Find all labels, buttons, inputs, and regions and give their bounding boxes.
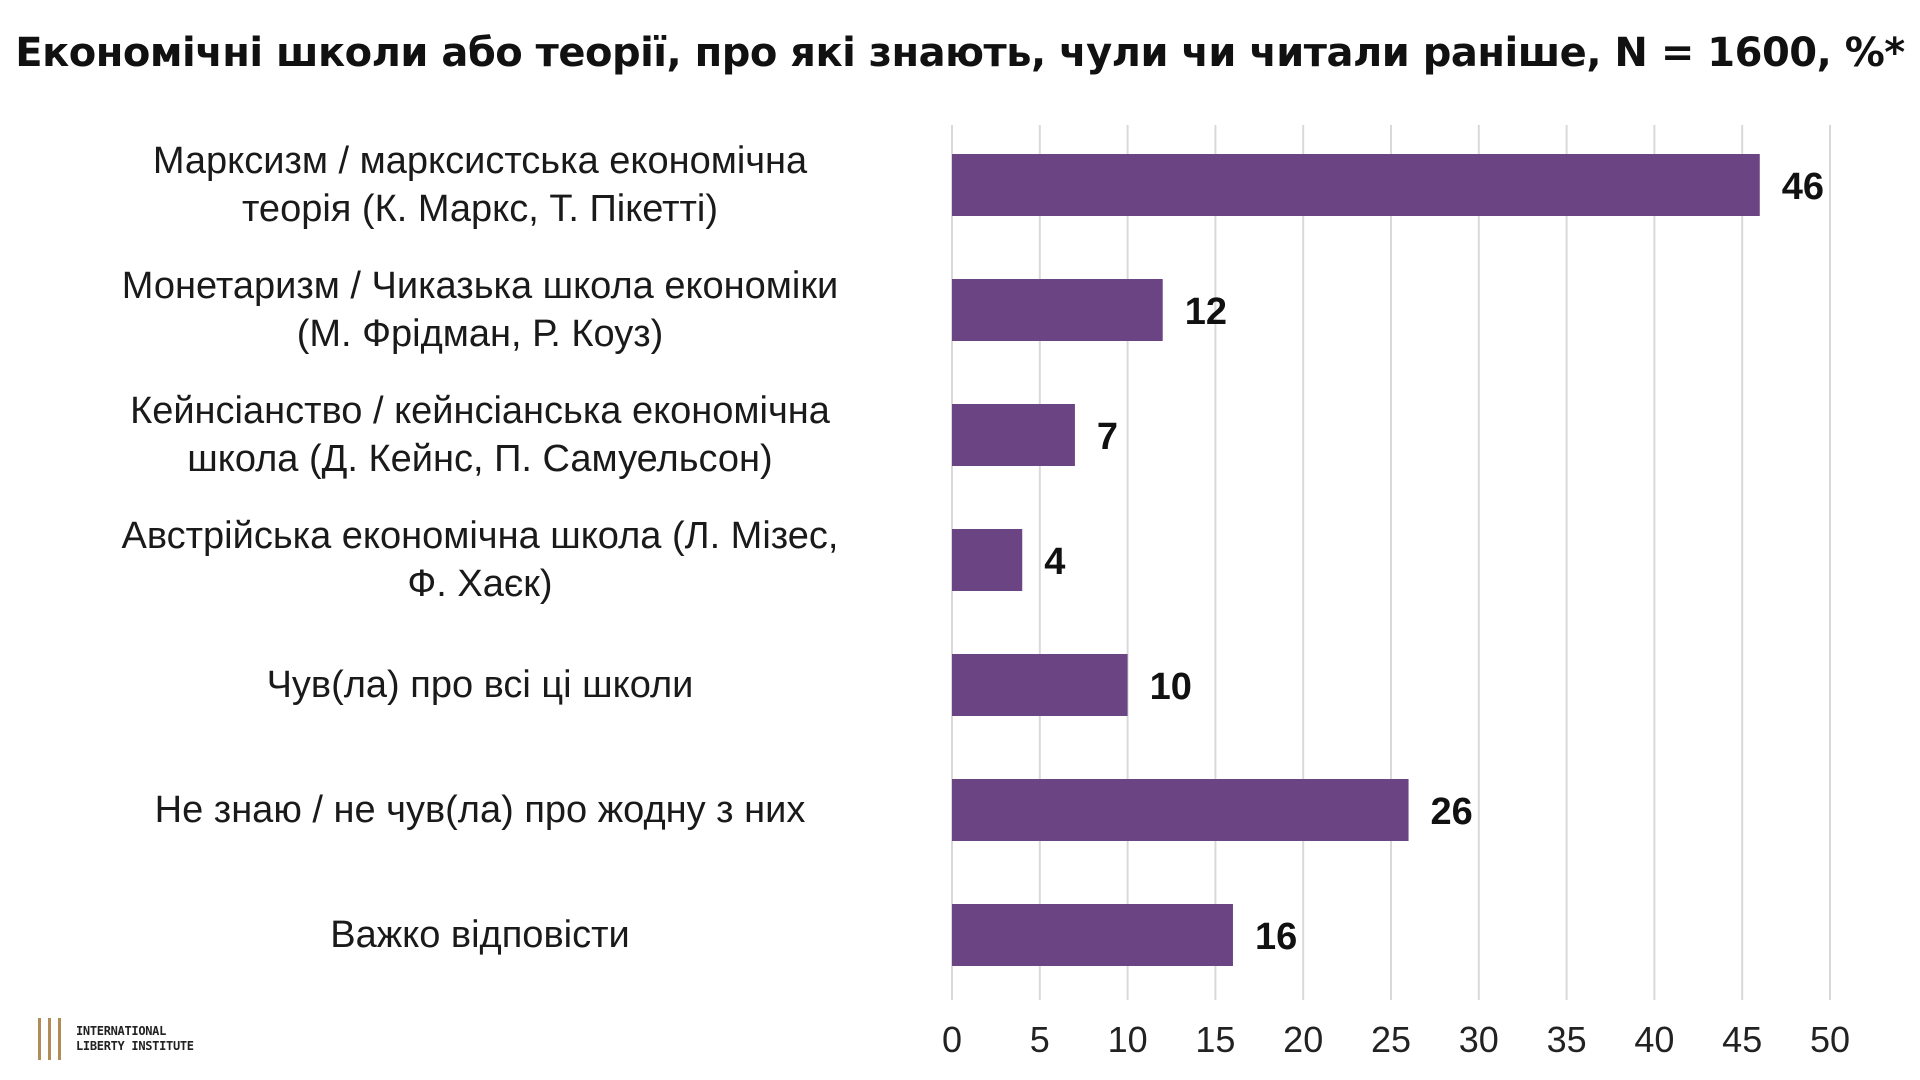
bar [952, 529, 1023, 591]
bar [952, 779, 1409, 841]
data-label: 4 [1044, 541, 1065, 583]
x-tick-label: 20 [1283, 1019, 1323, 1060]
data-label: 16 [1255, 916, 1297, 958]
logo-line2: Liberty Institute [76, 1039, 194, 1053]
y-category-label-line: теорія (К. Маркс, Т. Пікетті) [241, 188, 719, 230]
y-category-label: Монетаризм / Чиказька школа економіки (М.… [50, 262, 910, 358]
y-category-label-line: Марксизм / марксистська економічна [152, 140, 808, 182]
data-label: 12 [1185, 291, 1227, 333]
y-category-label: Чув(ла) про всі ці школи [50, 661, 910, 709]
x-tick-label: 0 [942, 1019, 962, 1060]
logo: International Liberty Institute [38, 1018, 194, 1060]
x-tick-label: 40 [1634, 1019, 1674, 1060]
y-category-label-line: Чув(ла) про всі ці школи [266, 664, 694, 706]
y-category-label-line: Кейнсіанство / кейнсіанська економічна [130, 390, 830, 432]
x-tick-label: 35 [1547, 1019, 1587, 1060]
bar [952, 404, 1075, 466]
x-tick-label: 5 [1030, 1019, 1050, 1060]
y-category-label: Австрійська економічна школа (Л. Мізес, Ф… [50, 512, 910, 608]
chart-title: Економічні школи або теорії, про які зна… [15, 30, 1905, 76]
bar [952, 154, 1760, 216]
x-tick-label: 10 [1108, 1019, 1148, 1060]
x-tick-label: 15 [1195, 1019, 1235, 1060]
data-label: 46 [1782, 166, 1824, 208]
x-tick-label: 30 [1459, 1019, 1499, 1060]
y-category-label-line: (М. Фрідман, Р. Коуз) [296, 313, 664, 355]
y-category-label: Марксизм / марксистська економічна теорія… [50, 137, 910, 233]
data-label: 10 [1150, 666, 1192, 708]
y-category-label-line: Монетаризм / Чиказька школа економіки [121, 265, 839, 307]
y-category-label-line: школа (Д. Кейнс, П. Самуельсон) [187, 438, 773, 480]
x-tick-label: 50 [1810, 1019, 1850, 1060]
bar [952, 904, 1233, 966]
logo-mark-icon [38, 1018, 68, 1060]
bar [952, 279, 1163, 341]
data-label: 26 [1431, 791, 1473, 833]
x-tick-label: 45 [1722, 1019, 1762, 1060]
bar [952, 654, 1128, 716]
data-label: 7 [1097, 416, 1118, 458]
y-category-label: Не знаю / не чув(ла) про жодну з них [50, 786, 910, 834]
x-tick-label: 25 [1371, 1019, 1411, 1060]
y-category-label-line: Не знаю / не чув(ла) про жодну з них [154, 789, 806, 831]
y-category-label-line: Австрійська економічна школа (Л. Мізес, [121, 515, 839, 557]
logo-line1: International [76, 1024, 167, 1038]
y-category-label: Кейнсіанство / кейнсіанська економічна шк… [50, 387, 910, 483]
y-category-label-line: Ф. Хаєк) [407, 563, 553, 605]
y-category-label-line: Важко відповісти [330, 914, 630, 956]
y-category-label: Важко відповісти [50, 911, 910, 959]
